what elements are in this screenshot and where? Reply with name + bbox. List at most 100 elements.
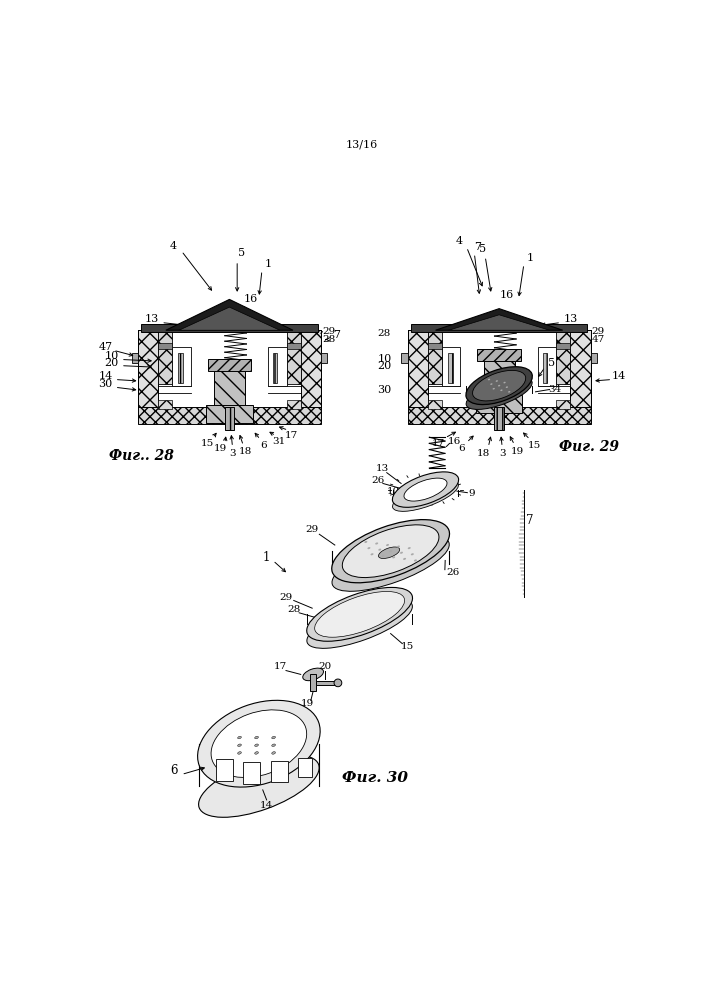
Polygon shape	[179, 307, 280, 330]
Ellipse shape	[378, 549, 381, 551]
Bar	[158, 330, 172, 384]
Bar	[158, 343, 172, 349]
Text: 6: 6	[170, 764, 177, 777]
Text: 17: 17	[432, 439, 445, 448]
Text: 14: 14	[260, 801, 273, 810]
Text: 5: 5	[479, 244, 486, 254]
Text: 7: 7	[333, 330, 340, 340]
Text: 29: 29	[305, 525, 318, 534]
Ellipse shape	[199, 755, 319, 817]
Text: 34: 34	[549, 385, 561, 394]
Ellipse shape	[378, 547, 399, 559]
Ellipse shape	[255, 744, 259, 747]
Ellipse shape	[238, 736, 241, 739]
Bar	[138, 330, 158, 407]
Ellipse shape	[255, 736, 259, 739]
Ellipse shape	[408, 547, 411, 549]
Text: 20: 20	[318, 662, 332, 671]
Ellipse shape	[368, 547, 370, 549]
Bar	[428, 400, 442, 409]
Bar	[138, 407, 321, 424]
Bar	[321, 353, 327, 363]
Ellipse shape	[381, 555, 385, 557]
Text: 30: 30	[299, 762, 312, 771]
Text: 19: 19	[300, 699, 313, 708]
Text: 19: 19	[214, 444, 227, 453]
Bar	[408, 407, 590, 424]
Bar	[287, 330, 300, 384]
Ellipse shape	[332, 536, 449, 591]
Ellipse shape	[496, 380, 498, 382]
Bar	[542, 353, 547, 383]
Text: 4: 4	[170, 241, 177, 251]
Bar	[556, 343, 571, 349]
Text: 31: 31	[272, 437, 286, 446]
Bar	[178, 353, 183, 383]
Ellipse shape	[238, 744, 241, 747]
Text: 10: 10	[378, 354, 392, 364]
Text: 26: 26	[371, 476, 384, 485]
Ellipse shape	[411, 553, 414, 555]
Bar	[408, 330, 428, 407]
Text: 16: 16	[244, 294, 258, 304]
Text: 3: 3	[229, 449, 236, 458]
Bar	[442, 347, 460, 386]
Bar	[484, 361, 515, 409]
Text: 19: 19	[511, 447, 525, 456]
Text: 29: 29	[279, 593, 293, 602]
Ellipse shape	[503, 382, 506, 383]
Ellipse shape	[472, 370, 526, 401]
Text: 30: 30	[378, 385, 392, 395]
Ellipse shape	[392, 472, 459, 507]
Text: 47: 47	[98, 342, 112, 352]
Bar	[494, 407, 504, 430]
Bar	[556, 330, 571, 384]
Text: 20: 20	[378, 361, 392, 371]
Ellipse shape	[370, 553, 373, 555]
Text: 16: 16	[500, 290, 514, 300]
Bar	[208, 359, 251, 371]
Ellipse shape	[414, 559, 417, 561]
Text: 7: 7	[527, 514, 534, 527]
Text: 18: 18	[238, 447, 252, 456]
Bar	[402, 353, 408, 363]
Bar	[411, 324, 588, 332]
Polygon shape	[449, 315, 549, 330]
Bar	[206, 405, 252, 423]
Ellipse shape	[375, 542, 378, 545]
Bar	[590, 353, 597, 363]
Bar	[141, 324, 317, 332]
Polygon shape	[436, 309, 563, 330]
Ellipse shape	[211, 710, 307, 778]
Text: 16: 16	[448, 437, 461, 446]
Ellipse shape	[386, 544, 389, 546]
Text: 18: 18	[477, 449, 490, 458]
Ellipse shape	[334, 679, 341, 687]
Ellipse shape	[271, 736, 276, 739]
Ellipse shape	[197, 700, 320, 787]
Text: 14: 14	[98, 371, 112, 381]
Ellipse shape	[303, 668, 324, 681]
Ellipse shape	[493, 388, 495, 390]
Text: 6: 6	[260, 441, 267, 450]
Bar	[287, 400, 300, 409]
Ellipse shape	[397, 546, 400, 548]
Bar	[538, 347, 556, 386]
Bar	[428, 330, 442, 384]
Text: 17: 17	[285, 431, 298, 440]
Ellipse shape	[315, 591, 404, 637]
Bar	[477, 349, 521, 361]
Text: 10: 10	[386, 487, 399, 496]
Ellipse shape	[271, 744, 276, 747]
Text: 15: 15	[528, 441, 542, 450]
Ellipse shape	[490, 383, 493, 385]
Text: 9: 9	[469, 489, 475, 498]
Ellipse shape	[392, 556, 395, 558]
Text: 5: 5	[238, 248, 245, 258]
Bar	[448, 353, 452, 383]
Ellipse shape	[506, 386, 508, 388]
Bar	[268, 347, 287, 386]
Bar	[287, 343, 300, 349]
Ellipse shape	[466, 367, 532, 405]
Text: 28: 28	[378, 329, 391, 338]
